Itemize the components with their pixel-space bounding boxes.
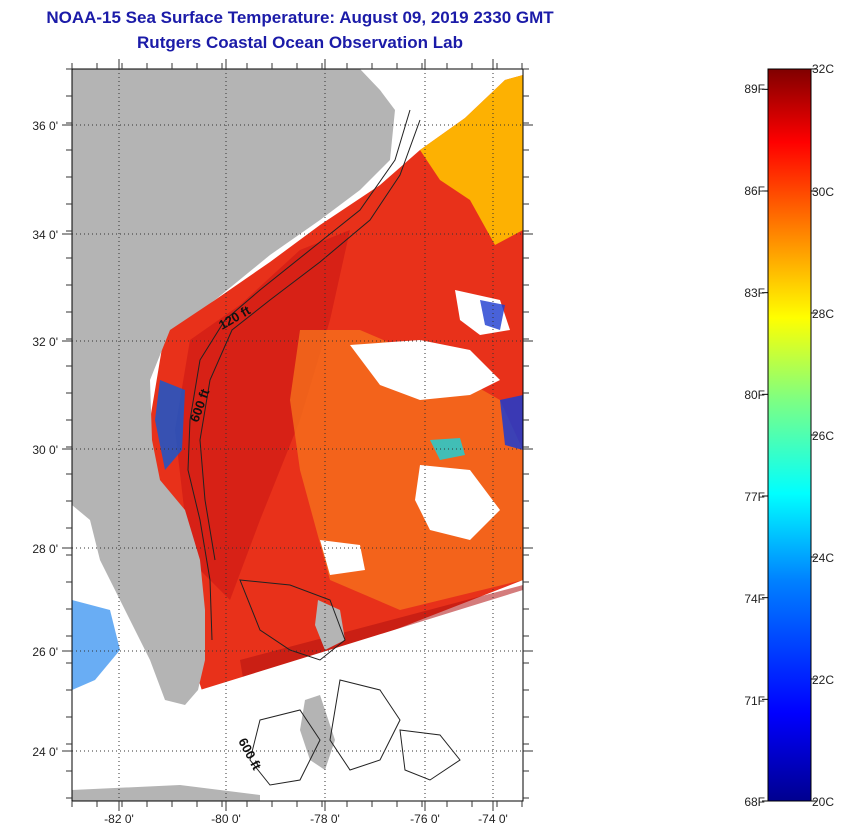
- colorbar-c-label: 30C: [812, 185, 835, 199]
- colorbar: [767, 68, 812, 802]
- colorbar-c-label: 28C: [812, 307, 835, 321]
- colorbar-ticks: [762, 68, 817, 802]
- colorbar-f-label: 74F: [744, 592, 765, 606]
- lat-label: 30 0': [32, 443, 58, 457]
- colorbar-c-label: 22C: [812, 673, 835, 687]
- lat-label: 32 0': [32, 335, 58, 349]
- lon-label: -82 0': [104, 812, 134, 826]
- sst-warm-core: [175, 230, 350, 600]
- isobath-contours: [187, 109, 461, 786]
- lat-label: 36 0': [32, 119, 58, 133]
- cool-patches: [72, 300, 523, 690]
- colorbar-f-label: 83F: [744, 286, 765, 300]
- land-abaco: [315, 600, 345, 650]
- colorbar-c-label: 24C: [812, 551, 835, 565]
- colorbar-f-label: 86F: [744, 184, 765, 198]
- lat-label: 26 0': [32, 645, 58, 659]
- lon-label: -74 0': [478, 812, 508, 826]
- lon-label: -80 0': [211, 812, 241, 826]
- colorbar-c-label: 20C: [812, 795, 835, 809]
- lat-label: 34 0': [32, 228, 58, 242]
- colorbar-c-label: 26C: [812, 429, 835, 443]
- map-subtitle: Rutgers Coastal Ocean Observation Lab: [137, 33, 463, 52]
- graticule: [62, 59, 533, 811]
- lon-label: -78 0': [310, 812, 340, 826]
- lat-label: 28 0': [32, 542, 58, 556]
- lat-label: 24 0': [32, 745, 58, 759]
- colorbar-f-label: 77F: [744, 490, 765, 504]
- map-title: NOAA-15 Sea Surface Temperature: August …: [46, 8, 554, 27]
- colorbar-f-label: 80F: [744, 388, 765, 402]
- colorbar-f-label: 71F: [744, 694, 765, 708]
- colorbar-f-label: 89F: [744, 82, 765, 96]
- colorbar-f-label: 68F: [744, 795, 765, 809]
- sst-coastal-yellow: [420, 75, 523, 245]
- sst-orange-region: [290, 330, 523, 610]
- lon-label: -76 0': [410, 812, 440, 826]
- colorbar-c-label: 32C: [812, 62, 835, 76]
- land-mainland: [72, 69, 395, 705]
